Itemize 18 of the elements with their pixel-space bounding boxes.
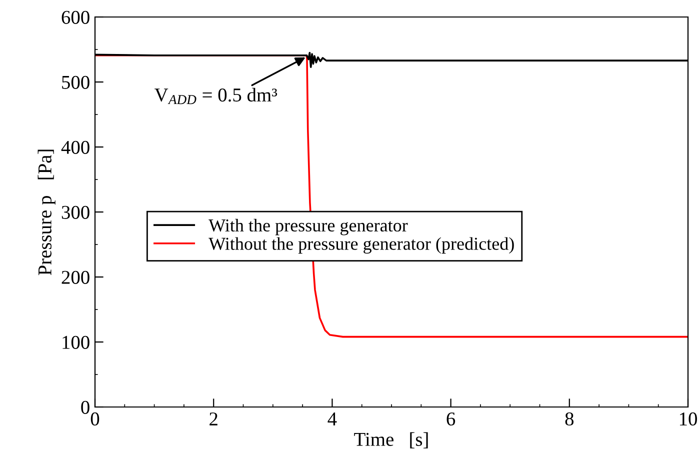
y-tick-label: 100: [62, 336, 90, 349]
y-tick-label: 400: [61, 140, 90, 154]
legend-label: Without the pressure generator (predicted): [208, 237, 514, 254]
y-tick-label: 600: [62, 10, 90, 24]
x-tick-label: 2: [210, 412, 218, 426]
annotation: V$_{ADD}$ = 0.5 dm³: [154, 88, 278, 104]
y-tick-label: 0: [81, 400, 90, 414]
x-tick-label: 6: [446, 412, 456, 426]
x-tick-label: 8: [565, 412, 574, 426]
y-tick-label: 200: [62, 270, 90, 284]
x-tick-label: 0: [90, 412, 100, 426]
legend-label: With the pressure generator: [208, 218, 408, 236]
x-axis-title: Time [s]: [354, 432, 428, 448]
x-tick-label: 4: [328, 412, 337, 426]
y-tick-label: 500: [62, 76, 90, 89]
x-tick-label: 10: [680, 412, 697, 426]
y-tick-label: 300: [62, 206, 90, 219]
y-axis-title: Pressure p [Pa]: [38, 150, 56, 276]
